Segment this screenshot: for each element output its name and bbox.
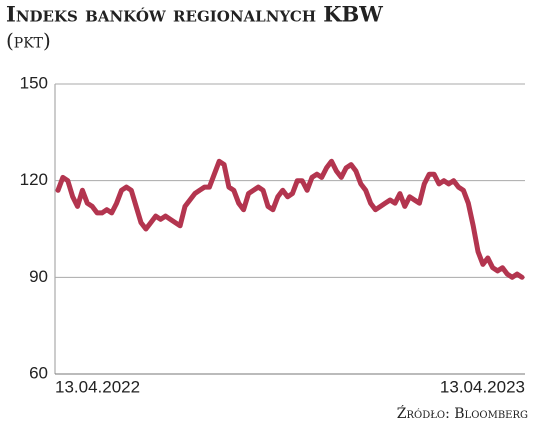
y-tick-label: 90	[29, 267, 48, 286]
y-tick-label: 150	[20, 73, 48, 92]
x-tick-label: 13.04.2022	[55, 377, 140, 396]
line	[55, 158, 525, 280]
chart-subtitle: (pkt)	[6, 29, 51, 53]
x-tick-label: 13.04.2023	[440, 377, 525, 396]
source: Źródło: Bloomberg	[397, 404, 528, 422]
chart-title: Indeks banków regionalnych KBW	[6, 2, 383, 27]
y-tick-label: 120	[20, 170, 48, 189]
y-tick-label: 60	[29, 363, 48, 382]
